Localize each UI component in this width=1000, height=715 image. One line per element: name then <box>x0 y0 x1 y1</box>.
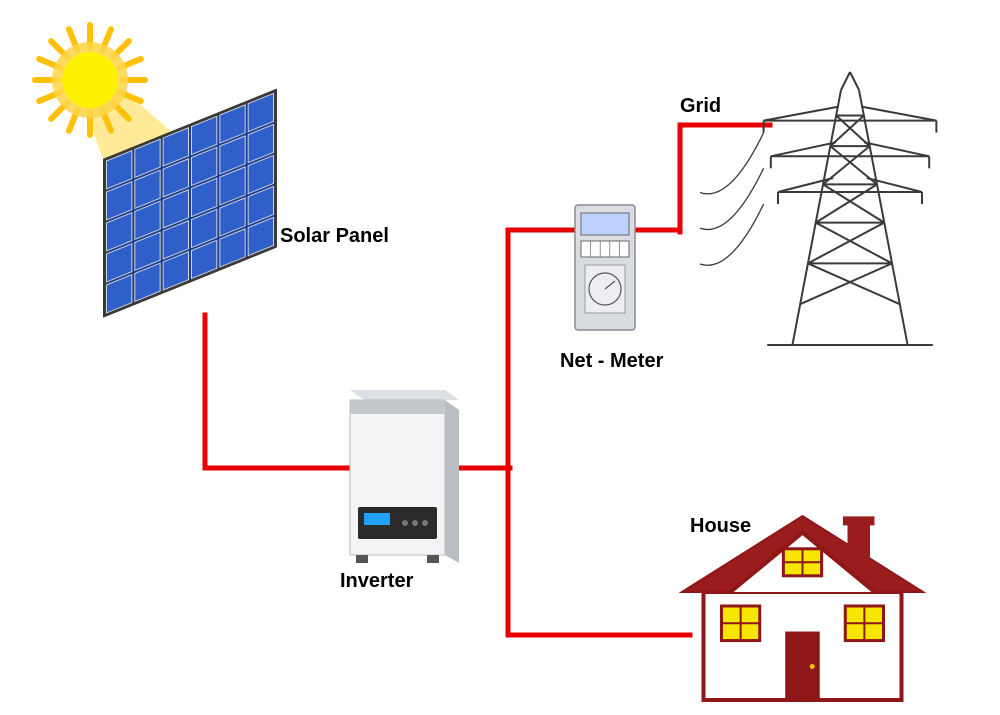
grid-label: Grid <box>680 95 721 118</box>
inverter-label: Inverter <box>340 570 413 593</box>
diagram-canvas <box>0 0 1000 715</box>
house-label: House <box>690 515 751 538</box>
net-meter-label: Net - Meter <box>560 350 663 373</box>
solar-panel-label: Solar Panel <box>280 225 389 248</box>
